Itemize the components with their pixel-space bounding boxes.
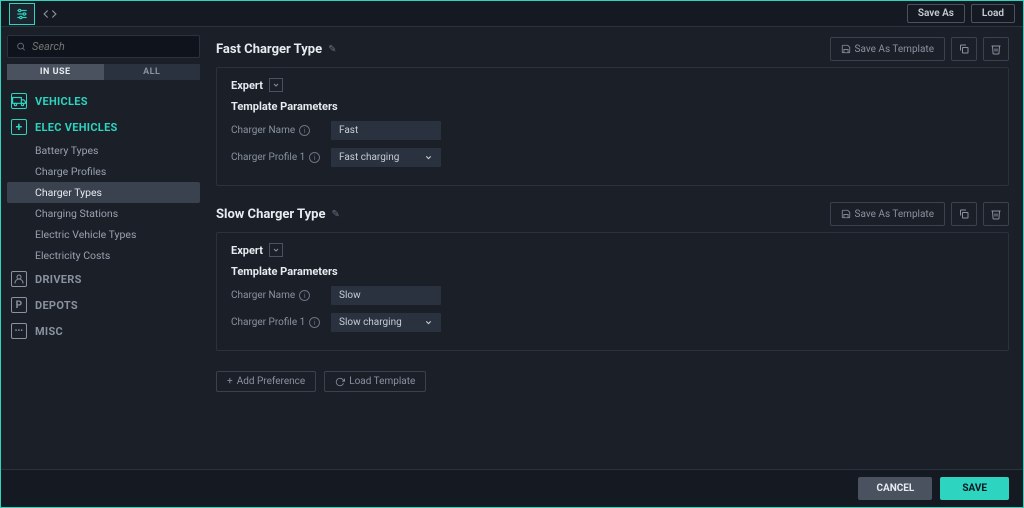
sidebar-category-elec-vehicles[interactable]: + ELEC VEHICLES — [7, 114, 200, 140]
charger-name-input[interactable] — [331, 121, 441, 140]
save-icon — [841, 209, 851, 219]
sidebar-item-charger-types[interactable]: Charger Types — [7, 182, 200, 203]
main-content: Fast Charger Type ✎ Save As Template Expert… — [206, 27, 1023, 469]
copy-icon — [958, 43, 970, 55]
category-label: DRIVERS — [35, 273, 82, 286]
category-label: MISC — [35, 325, 63, 338]
sidebar-category-vehicles[interactable]: VEHICLES — [7, 88, 200, 114]
category-label: DEPOTS — [35, 299, 78, 312]
misc-icon: ••• — [11, 323, 27, 339]
card-title: Fast Charger Type — [216, 42, 322, 57]
card-actions: Save As Template — [830, 202, 1009, 226]
trash-icon — [990, 43, 1002, 55]
card-body: Expert Template Parameters Charger Namei Ch… — [216, 232, 1009, 351]
duplicate-button[interactable] — [951, 202, 977, 226]
footer: CANCEL SAVE — [1, 469, 1023, 507]
toggle-in-use[interactable]: IN USE — [7, 64, 104, 80]
load-template-button[interactable]: Load Template — [324, 371, 426, 392]
param-row: Charger Profile 1iFast charging — [231, 148, 994, 167]
load-button[interactable]: Load — [971, 4, 1015, 23]
info-icon[interactable]: i — [299, 290, 310, 301]
info-icon[interactable]: i — [309, 152, 320, 163]
expert-label: Expert — [231, 244, 263, 257]
save-icon — [841, 44, 851, 54]
cancel-button[interactable]: CANCEL — [858, 477, 932, 500]
card-header: Fast Charger Type ✎ Save As Template — [216, 37, 1009, 61]
edit-icon[interactable]: ✎ — [331, 209, 339, 220]
copy-icon — [958, 208, 970, 220]
add-preference-button[interactable]: +Add Preference — [216, 371, 316, 392]
search-box[interactable] — [7, 35, 200, 58]
category-label: ELEC VEHICLES — [35, 121, 118, 134]
bottom-actions: +Add Preference Load Template — [216, 371, 1009, 392]
search-icon — [16, 41, 26, 52]
sidebar-item-charging-stations[interactable]: Charging Stations — [7, 203, 200, 224]
sidebar-item-electric-vehicle-types[interactable]: Electric Vehicle Types — [7, 224, 200, 245]
charger-profile-1-select[interactable]: Fast charging — [331, 148, 441, 167]
card-actions: Save As Template — [830, 37, 1009, 61]
plus-icon: + — [11, 119, 27, 135]
sidebar-category-depots[interactable]: P DEPOTS — [7, 292, 200, 318]
p-icon: P — [11, 297, 27, 313]
search-input[interactable] — [32, 40, 191, 53]
delete-button[interactable] — [983, 37, 1009, 61]
chevron-down-icon — [272, 246, 280, 254]
save-button[interactable]: SAVE — [940, 477, 1009, 500]
delete-button[interactable] — [983, 202, 1009, 226]
expert-toggle[interactable] — [269, 243, 283, 257]
trash-icon — [990, 208, 1002, 220]
duplicate-button[interactable] — [951, 37, 977, 61]
expert-toggle[interactable] — [269, 78, 283, 92]
param-row: Charger Namei — [231, 286, 994, 305]
sidebar-item-electricity-costs[interactable]: Electricity Costs — [7, 245, 200, 266]
param-row: Charger Namei — [231, 121, 994, 140]
chevron-down-icon — [424, 153, 433, 162]
topbar-tabs — [9, 3, 63, 25]
section-label: Template Parameters — [231, 265, 994, 278]
info-icon[interactable]: i — [309, 317, 320, 328]
settings-tab-icon[interactable] — [9, 3, 35, 25]
param-label: Charger Profile 1i — [231, 317, 331, 328]
card-header: Slow Charger Type ✎ Save As Template — [216, 202, 1009, 226]
chevron-down-icon — [424, 318, 433, 327]
charger-name-input[interactable] — [331, 286, 441, 305]
charger-profile-1-select[interactable]: Slow charging — [331, 313, 441, 332]
expert-label: Expert — [231, 79, 263, 92]
sidebar-category-misc[interactable]: ••• MISC — [7, 318, 200, 344]
section-label: Template Parameters — [231, 100, 994, 113]
param-row: Charger Profile 1iSlow charging — [231, 313, 994, 332]
user-icon — [11, 271, 27, 287]
sidebar-category-drivers[interactable]: DRIVERS — [7, 266, 200, 292]
param-label: Charger Namei — [231, 125, 331, 136]
sidebar-item-charge-profiles[interactable]: Charge Profiles — [7, 161, 200, 182]
truck-icon — [11, 93, 27, 109]
topbar: Save As Load — [1, 1, 1023, 27]
reload-icon — [335, 377, 345, 387]
card-body: Expert Template Parameters Charger Namei Ch… — [216, 67, 1009, 186]
sidebar-item-battery-types[interactable]: Battery Types — [7, 140, 200, 161]
save-as-template-button[interactable]: Save As Template — [830, 37, 945, 61]
info-icon[interactable]: i — [299, 125, 310, 136]
save-as-template-button[interactable]: Save As Template — [830, 202, 945, 226]
expert-row: Expert — [231, 243, 994, 257]
param-label: Charger Namei — [231, 290, 331, 301]
category-label: VEHICLES — [35, 95, 88, 108]
filter-toggle: IN USE ALL — [7, 64, 200, 80]
toggle-all[interactable]: ALL — [104, 64, 201, 80]
save-as-button[interactable]: Save As — [907, 4, 965, 23]
edit-icon[interactable]: ✎ — [328, 44, 336, 55]
sidebar: IN USE ALL VEHICLES + ELEC VEHICLES Battery… — [1, 27, 206, 469]
param-label: Charger Profile 1i — [231, 152, 331, 163]
expert-row: Expert — [231, 78, 994, 92]
topbar-actions: Save As Load — [907, 4, 1015, 23]
code-tab-icon[interactable] — [37, 3, 63, 25]
chevron-down-icon — [272, 81, 280, 89]
card-title: Slow Charger Type — [216, 207, 325, 222]
